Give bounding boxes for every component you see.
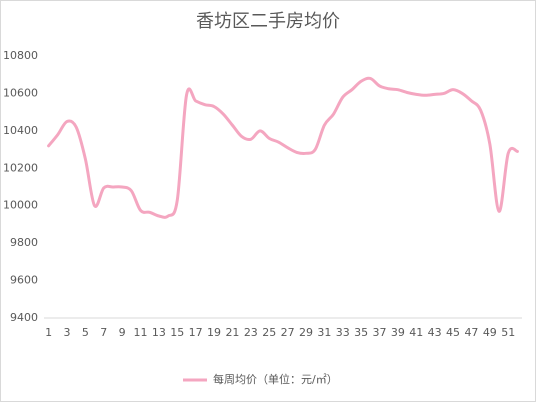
chart-title: 香坊区二手房均价: [196, 11, 340, 32]
x-tick-label: 27: [281, 326, 295, 339]
x-tick-label: 39: [391, 326, 405, 339]
x-tick-label: 7: [100, 326, 107, 339]
x-tick-label: 49: [483, 326, 497, 339]
x-tick-label: 5: [82, 326, 89, 339]
x-tick-label: 51: [501, 326, 515, 339]
x-tick-label: 37: [373, 326, 387, 339]
x-tick-label: 1: [45, 326, 52, 339]
x-tick-label: 21: [225, 326, 239, 339]
x-tick-label: 15: [170, 326, 184, 339]
y-tick-label: 10600: [3, 86, 38, 99]
x-tick-label: 11: [134, 326, 148, 339]
y-tick-label: 9400: [10, 311, 38, 324]
legend-label: 每周均价（单位：元/㎡）: [213, 372, 338, 386]
y-tick-label: 10000: [3, 199, 38, 212]
y-tick-label: 10800: [3, 49, 38, 62]
y-tick-label: 9800: [10, 236, 38, 249]
x-tick-label: 45: [446, 326, 460, 339]
x-tick-label: 13: [152, 326, 166, 339]
x-tick-label: 33: [336, 326, 350, 339]
x-tick-label: 17: [189, 326, 203, 339]
y-tick-label: 10400: [3, 124, 38, 137]
series-line: [47, 76, 519, 219]
x-tick-label: 9: [119, 326, 126, 339]
x-tick-label: 47: [464, 326, 478, 339]
x-tick-label: 25: [262, 326, 276, 339]
x-tick-label: 19: [207, 326, 221, 339]
x-tick-label: 29: [299, 326, 313, 339]
x-tick-label: 23: [244, 326, 258, 339]
y-tick-label: 10200: [3, 161, 38, 174]
x-tick-label: 31: [317, 326, 331, 339]
y-tick-label: 9600: [10, 274, 38, 287]
x-tick-label: 3: [63, 326, 70, 339]
x-tick-label: 35: [354, 326, 368, 339]
x-tick-label: 41: [409, 326, 423, 339]
x-tick-label: 43: [428, 326, 442, 339]
